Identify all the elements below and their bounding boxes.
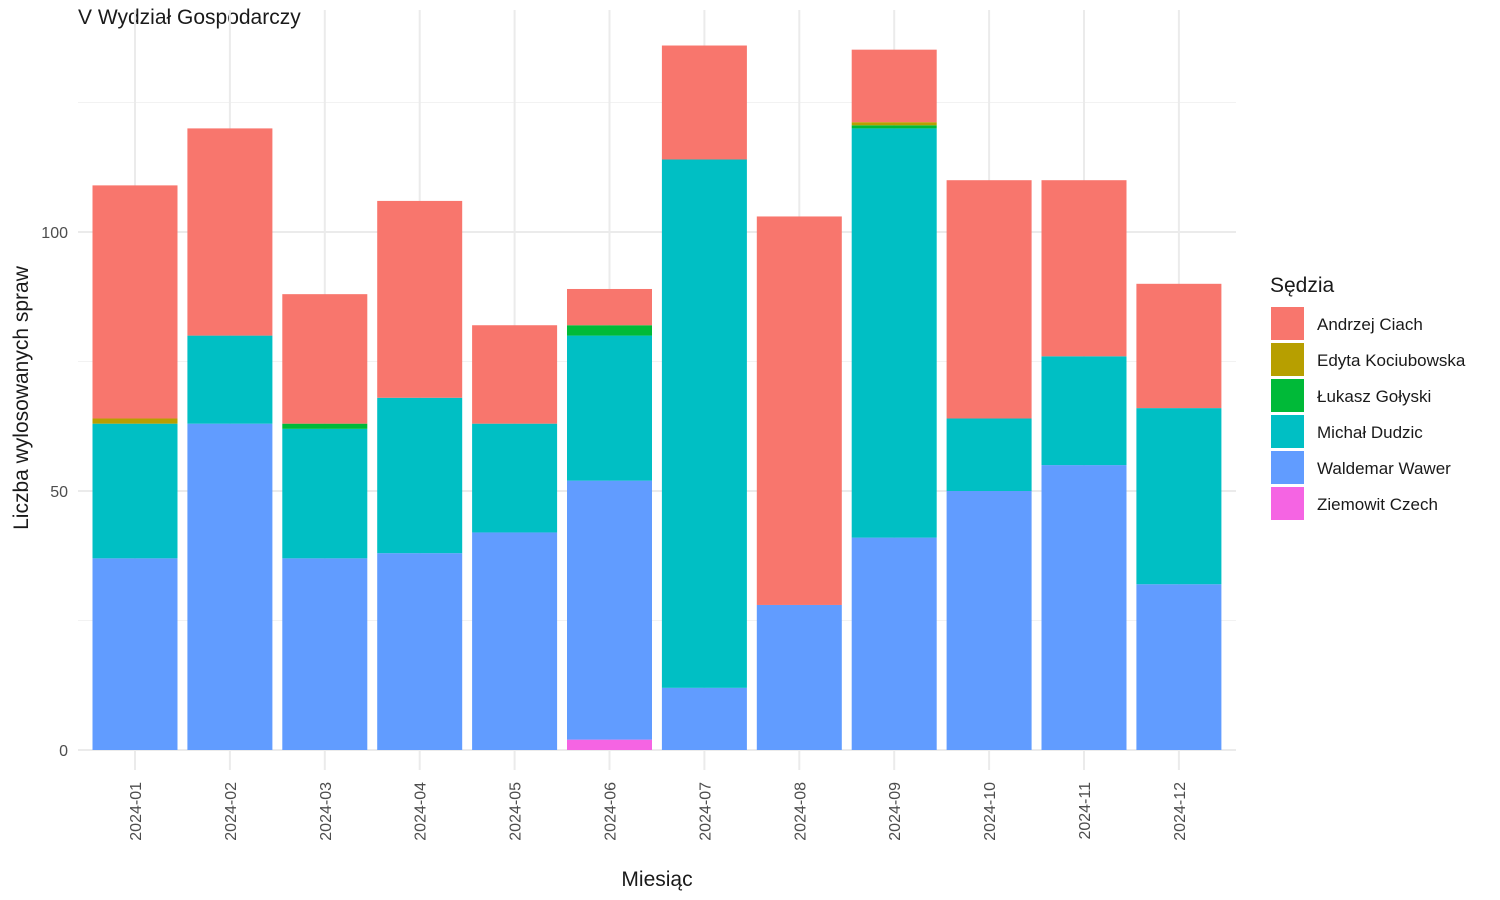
x-tick-label: 2024-06	[603, 782, 620, 841]
legend-label: Waldemar Wawer	[1317, 459, 1451, 478]
bar-segment	[756, 604, 842, 750]
bar-segment	[377, 200, 463, 398]
bar-segment	[377, 553, 463, 750]
bar-segment	[1041, 356, 1127, 466]
x-tick-label: 2024-01	[128, 782, 145, 841]
bar-segment	[1136, 584, 1222, 750]
x-tick-label: 2024-10	[982, 782, 999, 841]
legend-label: Ziemowit Czech	[1317, 495, 1438, 514]
legend-title: Sędzia	[1270, 274, 1335, 297]
y-tick-label: 50	[50, 484, 68, 501]
chart-title: V Wydział Gospodarczy	[78, 6, 301, 29]
bar-segment	[567, 335, 652, 481]
bar-segment	[472, 325, 558, 424]
legend-swatch	[1271, 343, 1304, 376]
bar-segment	[187, 423, 273, 750]
legend-swatch	[1271, 415, 1304, 448]
x-axis-ticks: 2024-01 2024-02 2024-03 2024-04 2024-05 2024-…	[128, 782, 1189, 841]
bar-segment	[661, 159, 747, 688]
x-tick-label: 2024-02	[223, 782, 240, 841]
legend-swatch	[1271, 379, 1304, 412]
x-tick-label: 2024-11	[1077, 782, 1094, 840]
bar-segment	[472, 532, 558, 750]
bar-segment	[282, 428, 368, 559]
bar-segment	[187, 335, 273, 424]
bar-segment	[92, 185, 178, 419]
y-axis-ticks: 0 50 100	[41, 225, 68, 760]
bar-segment	[661, 687, 747, 750]
bar-segment	[472, 423, 558, 533]
bar-segment	[377, 397, 463, 554]
bar-segment	[187, 128, 273, 336]
y-tick-label: 100	[41, 225, 68, 242]
bar-segment	[1136, 283, 1222, 409]
bar-segment	[567, 739, 652, 750]
bar-segment	[661, 45, 747, 160]
y-axis-title: Liczba wylosowanych spraw	[10, 265, 33, 530]
x-tick-label: 2024-12	[1172, 782, 1189, 841]
legend-swatch	[1271, 451, 1304, 484]
bar-segment	[851, 128, 937, 538]
bar-segment	[92, 423, 178, 559]
bar-segment	[282, 423, 368, 429]
legend-label: Edyta Kociubowska	[1317, 351, 1466, 370]
x-tick-label: 2024-05	[508, 782, 525, 841]
bar-segment	[851, 49, 937, 123]
legend-label: Andrzej Ciach	[1317, 315, 1423, 334]
bar-segment	[567, 288, 652, 326]
bar-segment	[946, 418, 1032, 491]
legend-swatch	[1271, 487, 1304, 520]
legend-swatch	[1271, 307, 1304, 340]
x-tick-label: 2024-09	[887, 782, 904, 841]
bar-segment	[851, 125, 937, 129]
bar-segment	[282, 294, 368, 424]
x-tick-label: 2024-07	[697, 782, 714, 841]
legend: Sędzia Andrzej Ciach Edyta Kociubowska Łuk…	[1270, 274, 1466, 520]
x-tick-label: 2024-08	[792, 782, 809, 841]
bar-segment	[946, 180, 1032, 419]
bar-segment	[1041, 465, 1127, 750]
bar-segment	[567, 480, 652, 740]
bars	[92, 45, 1222, 750]
y-tick-label: 0	[59, 743, 68, 760]
bar-segment	[1041, 180, 1127, 357]
bar-segment	[567, 325, 652, 336]
bar-segment	[756, 216, 842, 605]
x-axis-title: Miesiąc	[621, 868, 692, 891]
x-tick-label: 2024-03	[318, 782, 335, 841]
x-tick-label: 2024-04	[413, 782, 430, 841]
bar-segment	[92, 558, 178, 750]
bar-segment	[92, 418, 178, 424]
legend-label: Michał Dudzic	[1317, 423, 1423, 442]
bar-segment	[851, 537, 937, 750]
legend-label: Łukasz Gołyski	[1317, 387, 1431, 406]
bar-segment	[946, 491, 1032, 750]
bar-segment	[282, 558, 368, 750]
bar-segment	[851, 122, 937, 126]
bar-segment	[1136, 408, 1222, 585]
